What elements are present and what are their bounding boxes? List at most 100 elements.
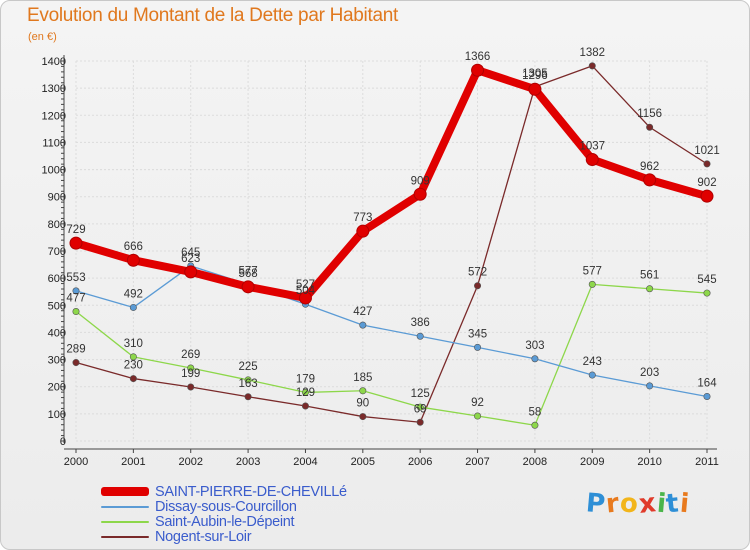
data-point <box>700 189 714 203</box>
x-tick-label: 2002 <box>178 456 202 468</box>
data-label: 773 <box>353 212 372 224</box>
data-label: 345 <box>468 328 487 340</box>
data-label: 962 <box>640 161 659 173</box>
logo-letter: i <box>678 488 692 520</box>
y-tick-label: 500 <box>48 300 66 312</box>
series-line-3 <box>75 65 708 423</box>
x-tick-label: 2001 <box>121 456 145 468</box>
x-tick-label: 2000 <box>64 456 88 468</box>
data-point <box>241 280 255 294</box>
data-label: 90 <box>356 398 369 410</box>
data-point <box>356 224 370 238</box>
data-label: 1305 <box>522 68 548 80</box>
data-label: 179 <box>296 373 315 385</box>
data-label: 427 <box>353 306 372 318</box>
data-label: 199 <box>181 368 200 380</box>
data-point <box>471 63 485 77</box>
data-point <box>301 388 309 396</box>
y-tick-label: 300 <box>48 355 66 367</box>
data-label: 1366 <box>465 51 491 63</box>
data-label: 527 <box>296 279 315 291</box>
data-label: 645 <box>181 247 200 259</box>
x-tick-label: 2008 <box>523 456 547 468</box>
y-tick-label: 700 <box>48 246 66 258</box>
data-point <box>184 265 198 279</box>
legend-label: Saint-Aubin-le-Dépeint <box>155 513 295 530</box>
data-label: 902 <box>697 177 716 189</box>
data-point <box>531 421 539 429</box>
series-line-0 <box>72 66 711 302</box>
legend-item: Nogent-sur-Loir <box>101 528 347 545</box>
data-point <box>585 153 599 167</box>
data-label: 310 <box>124 338 143 350</box>
y-tick-label: 1100 <box>42 137 66 149</box>
data-label: 504 <box>296 285 316 297</box>
data-point <box>531 355 539 363</box>
data-point <box>244 376 252 384</box>
data-point <box>416 418 424 426</box>
data-label: 1156 <box>637 108 662 120</box>
legend-label: SAINT-PIERRE-DE-CHEVILLé <box>155 483 347 500</box>
y-tick-label: 400 <box>48 327 66 339</box>
data-point <box>72 287 80 295</box>
data-label: 572 <box>468 267 487 279</box>
data-label: 1382 <box>579 47 605 59</box>
legend-swatch <box>101 505 149 508</box>
series-line-2 <box>75 283 708 426</box>
y-tick-label: 600 <box>48 273 66 285</box>
data-point <box>413 187 427 201</box>
legend-swatch <box>101 535 149 538</box>
legend-swatch <box>101 520 149 523</box>
data-label: 729 <box>66 224 85 236</box>
data-point <box>72 359 80 367</box>
legend-swatch <box>101 487 149 496</box>
data-point <box>129 303 137 311</box>
data-point <box>474 282 482 290</box>
data-label: 492 <box>124 288 143 300</box>
x-tick-label: 2009 <box>580 456 604 468</box>
data-label: 163 <box>238 378 257 390</box>
data-point <box>588 280 596 288</box>
data-point <box>416 403 424 411</box>
x-tick-label: 2003 <box>236 456 260 468</box>
x-tick-label: 2011 <box>695 456 719 468</box>
data-label: 69 <box>414 403 427 415</box>
data-label: 1021 <box>694 145 720 157</box>
data-point <box>703 392 711 400</box>
data-point <box>69 236 83 250</box>
data-label: 666 <box>124 241 143 253</box>
data-point <box>301 402 309 410</box>
data-point <box>588 371 596 379</box>
legend-item: SAINT-PIERRE-DE-CHEVILLé <box>101 483 347 500</box>
data-point <box>474 343 482 351</box>
x-tick-label: 2004 <box>293 456 317 468</box>
data-point <box>474 412 482 420</box>
data-label: 92 <box>471 397 484 409</box>
data-point <box>244 393 252 401</box>
data-point <box>72 308 80 316</box>
chart-title: Evolution du Montant de la Dette par Hab… <box>27 5 398 26</box>
legend-label: Nogent-sur-Loir <box>155 528 252 545</box>
data-label: 568 <box>238 268 257 280</box>
data-label: 225 <box>238 361 257 373</box>
x-tick-label: 2010 <box>637 456 661 468</box>
data-point <box>126 253 140 267</box>
data-point <box>416 332 424 340</box>
data-label: 553 <box>66 272 85 284</box>
data-point <box>187 364 195 372</box>
data-label: 230 <box>124 360 143 372</box>
x-tick-label: 2006 <box>408 456 432 468</box>
chart-subtitle: (en €) <box>28 31 57 43</box>
x-tick-label: 2005 <box>351 456 375 468</box>
data-label: 623 <box>181 253 200 265</box>
y-tick-label: 1000 <box>42 165 66 177</box>
legend-label: Dissay-sous-Courcillon <box>155 498 297 515</box>
data-label: 577 <box>583 265 602 277</box>
data-point <box>646 285 654 293</box>
data-label: 1037 <box>579 141 605 153</box>
data-point <box>359 387 367 395</box>
data-point <box>298 291 312 305</box>
data-point <box>643 173 657 187</box>
